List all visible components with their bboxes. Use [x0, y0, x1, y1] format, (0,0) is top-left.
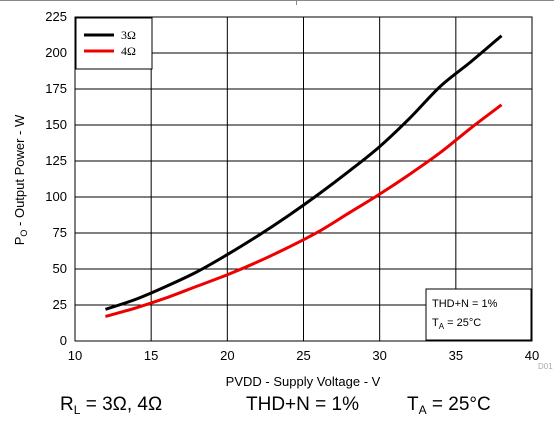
legend-box	[75, 17, 153, 70]
y-tick-label: 25	[53, 297, 67, 312]
y-tick-label: 100	[45, 189, 67, 204]
caption-temp-symbol: T	[407, 394, 419, 415]
conditions-temp-value: = 25°C	[444, 317, 481, 329]
y-tick-label: 0	[60, 333, 67, 348]
y-tick-label: 50	[53, 261, 67, 276]
top-border-tick	[296, 0, 297, 5]
x-tick-label: 10	[68, 348, 82, 363]
x-tick-label: 30	[372, 348, 386, 363]
conditions-temp: TA = 25°C	[432, 317, 481, 331]
x-axis-title: PVDD - Supply Voltage - V	[226, 374, 381, 389]
y-tick-label: 175	[45, 81, 67, 96]
y-tick-label: 225	[45, 9, 67, 24]
top-border-rule	[0, 0, 554, 1]
y-tick-label: 125	[45, 153, 67, 168]
caption-thd: THD+N = 1%	[246, 394, 359, 415]
caption-temp: TA = 25°C	[407, 394, 491, 417]
y-tick-label: 200	[45, 45, 67, 60]
series-line-4ohm	[105, 103, 503, 318]
legend: 3Ω 4Ω	[75, 17, 153, 70]
x-tick-label: 35	[449, 348, 463, 363]
legend-label-4ohm: 4Ω	[121, 44, 136, 58]
plot-frame	[74, 16, 533, 342]
y-axis-title-subscript: O	[19, 230, 29, 237]
legend-label-3ohm: 3Ω	[121, 28, 136, 42]
x-tick-labels: 10 15 20 25 30 35 40	[68, 348, 539, 363]
y-axis-title: PO - Output Power - W	[12, 114, 29, 245]
caption-load-symbol: R	[60, 394, 74, 415]
y-tick-label: 75	[53, 225, 67, 240]
y-tick-labels: 0 25 50 75 100 125 150 175 200 225	[45, 9, 67, 348]
caption-load: RL = 3Ω, 4Ω	[60, 394, 163, 417]
x-tick-label: 25	[296, 348, 310, 363]
y-tick-label: 150	[45, 117, 67, 132]
x-tick-label: 20	[220, 348, 234, 363]
x-tick-label: 15	[144, 348, 158, 363]
conditions-temp-subscript: A	[439, 322, 445, 331]
conditions-thd: THD+N = 1%	[432, 298, 498, 310]
test-conditions-caption: RL = 3Ω, 4Ω THD+N = 1% TA = 25°C	[0, 394, 554, 422]
figure-id: D01	[538, 362, 553, 371]
caption-temp-subscript: A	[418, 403, 427, 417]
conditions-annotation: THD+N = 1% TA = 25°C	[425, 288, 532, 341]
output-power-chart: 0 25 50 75 100 125 150 175 200 225 10 15 20 25 30 35 40…	[12, 9, 553, 389]
y-axis-title-symbol: P	[12, 237, 27, 246]
conditions-box	[425, 288, 532, 341]
series-line-3ohm	[104, 34, 503, 311]
y-axis-title-rest: - Output Power - W	[12, 114, 27, 230]
series-lines	[104, 34, 503, 318]
caption-temp-value: = 25°C	[426, 394, 491, 415]
caption-load-subscript: L	[73, 403, 81, 417]
conditions-temp-symbol: T	[432, 317, 439, 329]
x-tick-label: 40	[525, 348, 539, 363]
caption-load-value: = 3Ω, 4Ω	[80, 394, 163, 415]
